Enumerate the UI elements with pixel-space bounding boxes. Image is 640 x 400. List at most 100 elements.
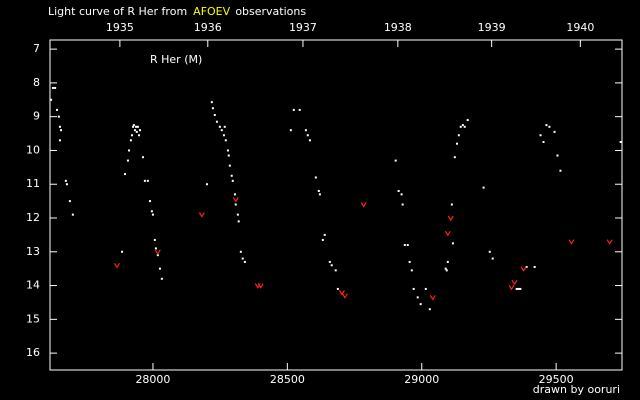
observation-point: [51, 86, 54, 89]
x2-tick-label: 1937: [289, 21, 317, 34]
observation-point: [158, 267, 161, 270]
observation-point: [65, 183, 68, 186]
observation-point: [215, 120, 218, 123]
annotation: R Her (M): [150, 53, 202, 66]
plot-frame: [49, 39, 623, 371]
observation-point: [123, 173, 126, 176]
observation-point: [148, 200, 151, 203]
observation-point: [228, 164, 231, 167]
x2-tick-label: 1935: [106, 21, 134, 34]
observation-point: [236, 213, 239, 216]
observation-point: [424, 287, 427, 290]
observation-point: [211, 107, 214, 110]
observation-point: [121, 250, 124, 253]
observation-point: [306, 134, 309, 137]
observation-point: [156, 254, 159, 257]
observation-point: [542, 141, 545, 144]
observation-point: [213, 113, 216, 116]
observation-point: [135, 125, 138, 128]
observation-point: [461, 124, 464, 127]
observation-point: [64, 179, 67, 182]
y-tick-label: 14: [26, 279, 40, 292]
upper-limit-point: [154, 249, 161, 255]
observation-point: [533, 265, 536, 268]
observation-point: [129, 139, 132, 142]
title-part: observations: [235, 5, 306, 18]
observation-point: [463, 125, 466, 128]
observation-point: [218, 125, 221, 128]
observation-point: [519, 287, 522, 290]
observation-point: [323, 233, 326, 236]
observation-point: [539, 134, 542, 137]
observation-point: [289, 129, 292, 132]
observation-point: [150, 210, 153, 213]
observation-point: [400, 193, 403, 196]
observation-point: [241, 257, 244, 260]
observation-point: [54, 86, 57, 89]
y-tick-label: 12: [26, 211, 40, 224]
observation-point: [446, 260, 449, 263]
y-tick-label: 13: [26, 245, 40, 258]
observation-point: [71, 213, 74, 216]
observation-point: [133, 129, 136, 132]
upper-limit-point: [198, 212, 205, 218]
observation-point: [132, 124, 135, 127]
observation-point: [143, 179, 146, 182]
observation-point: [406, 244, 409, 247]
observation-point: [553, 130, 556, 133]
x-tick-label: 29500: [539, 373, 574, 386]
upper-limit-point: [447, 215, 454, 222]
y-tick-label: 8: [33, 76, 40, 89]
x2-tick-label: 1936: [194, 21, 222, 34]
observation-point: [401, 203, 404, 206]
observation-point: [330, 264, 333, 267]
observation-point: [237, 220, 240, 223]
observation-point: [545, 124, 548, 127]
observation-point: [397, 189, 400, 192]
x2-tick-label: 1940: [566, 21, 594, 34]
x2-tick-label: 1938: [384, 21, 412, 34]
observation-point: [619, 141, 622, 144]
upper-limit-point: [511, 279, 518, 286]
observation-point: [58, 139, 61, 142]
observation-point: [230, 174, 233, 177]
observation-point: [234, 203, 237, 206]
x-tick-label: 28500: [270, 373, 305, 386]
observation-point: [559, 169, 562, 172]
observation-point: [455, 142, 458, 145]
observation-point: [137, 134, 140, 137]
observation-point: [68, 200, 71, 203]
observation-point: [412, 287, 415, 290]
observation-point: [243, 260, 246, 263]
observation-point: [55, 108, 58, 111]
x-tick-label: 29000: [404, 373, 439, 386]
upper-limit-point: [429, 295, 436, 301]
observation-point: [314, 176, 317, 179]
observation-point: [556, 154, 559, 157]
observation-point: [515, 287, 518, 290]
observation-point: [548, 125, 551, 128]
observation-point: [419, 303, 422, 306]
upper-limit-point: [113, 262, 120, 269]
observation-point: [154, 247, 157, 250]
y-tick-label: 9: [33, 110, 40, 123]
observation-point: [336, 287, 339, 290]
observation-point: [488, 250, 491, 253]
observation-point: [223, 125, 226, 128]
y-tick-label: 11: [26, 177, 40, 190]
observation-point: [142, 156, 145, 159]
observation-point: [457, 134, 460, 137]
observation-point: [408, 260, 411, 263]
observation-point: [328, 260, 331, 263]
observation-point: [403, 244, 406, 247]
observation-point: [136, 125, 139, 128]
observation-point: [227, 154, 230, 157]
observation-point: [444, 267, 447, 270]
observation-point: [130, 134, 133, 137]
observation-point: [126, 159, 129, 162]
observation-point: [233, 193, 236, 196]
observation-point: [222, 134, 225, 137]
